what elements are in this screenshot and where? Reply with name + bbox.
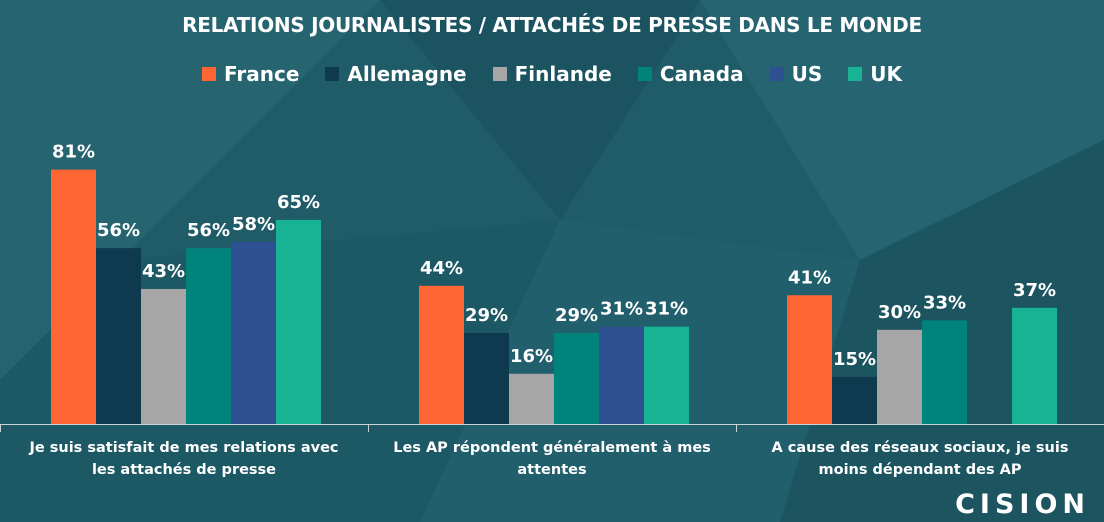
legend-swatch	[492, 67, 507, 81]
bar	[51, 169, 96, 424]
legend-swatch	[637, 67, 652, 81]
legend: France Allemagne Finlande Canada US UK	[0, 62, 1104, 86]
legend-label: France	[224, 62, 300, 86]
data-label: 37%	[1013, 280, 1056, 301]
data-label: 29%	[465, 305, 508, 326]
category-label: Je suis satisfait de mes relations avec …	[29, 440, 339, 478]
legend-swatch	[769, 67, 784, 81]
legend-label: UK	[870, 62, 902, 86]
bar	[419, 285, 464, 424]
data-label: 43%	[142, 261, 185, 282]
bar	[464, 332, 509, 424]
data-label: 65%	[277, 192, 320, 213]
legend-label: Finlande	[514, 62, 612, 86]
bar	[1012, 307, 1057, 424]
chart-title: RELATIONS JOURNALISTES / ATTACHÉS DE PRE…	[182, 13, 922, 37]
legend-label: Allemagne	[347, 62, 467, 86]
bar	[787, 295, 832, 424]
bar	[554, 332, 599, 424]
data-label: 31%	[645, 299, 688, 320]
bar	[231, 241, 276, 424]
bar	[644, 326, 689, 424]
data-label: 16%	[510, 346, 553, 367]
data-label: 41%	[788, 267, 831, 288]
legend-item: US	[769, 62, 823, 86]
data-label: 44%	[420, 258, 463, 279]
bar	[186, 248, 231, 424]
data-label: 81%	[52, 142, 95, 163]
bar	[877, 329, 922, 424]
legend-item: UK	[848, 62, 902, 86]
legend-swatch	[848, 67, 863, 81]
bar	[832, 376, 877, 424]
data-label: 56%	[97, 220, 140, 241]
bar	[599, 326, 644, 424]
data-label: 29%	[555, 305, 598, 326]
data-label: 58%	[232, 214, 275, 235]
legend-swatch	[325, 67, 340, 81]
bar	[276, 219, 321, 424]
legend-label: US	[791, 62, 823, 86]
data-label: 33%	[923, 292, 966, 313]
data-label: 15%	[833, 349, 876, 370]
cision-logo: CISION	[955, 489, 1090, 520]
legend-swatch	[202, 67, 216, 81]
legend-item: France	[202, 62, 299, 86]
category-label: A cause des réseaux sociaux, je suis moi…	[771, 440, 1069, 478]
data-label: 56%	[187, 220, 230, 241]
legend-item: Finlande	[492, 62, 612, 86]
legend-item: Canada	[637, 62, 744, 86]
bar	[141, 288, 186, 424]
category-label: Les AP répondent généralement à mes atte…	[393, 440, 711, 478]
bar	[922, 320, 967, 424]
bar	[509, 373, 554, 424]
legend-item: Allemagne	[325, 62, 467, 86]
legend-label: Canada	[659, 62, 744, 86]
bar	[96, 248, 141, 424]
data-label: 31%	[600, 299, 643, 320]
data-label: 30%	[878, 302, 921, 323]
